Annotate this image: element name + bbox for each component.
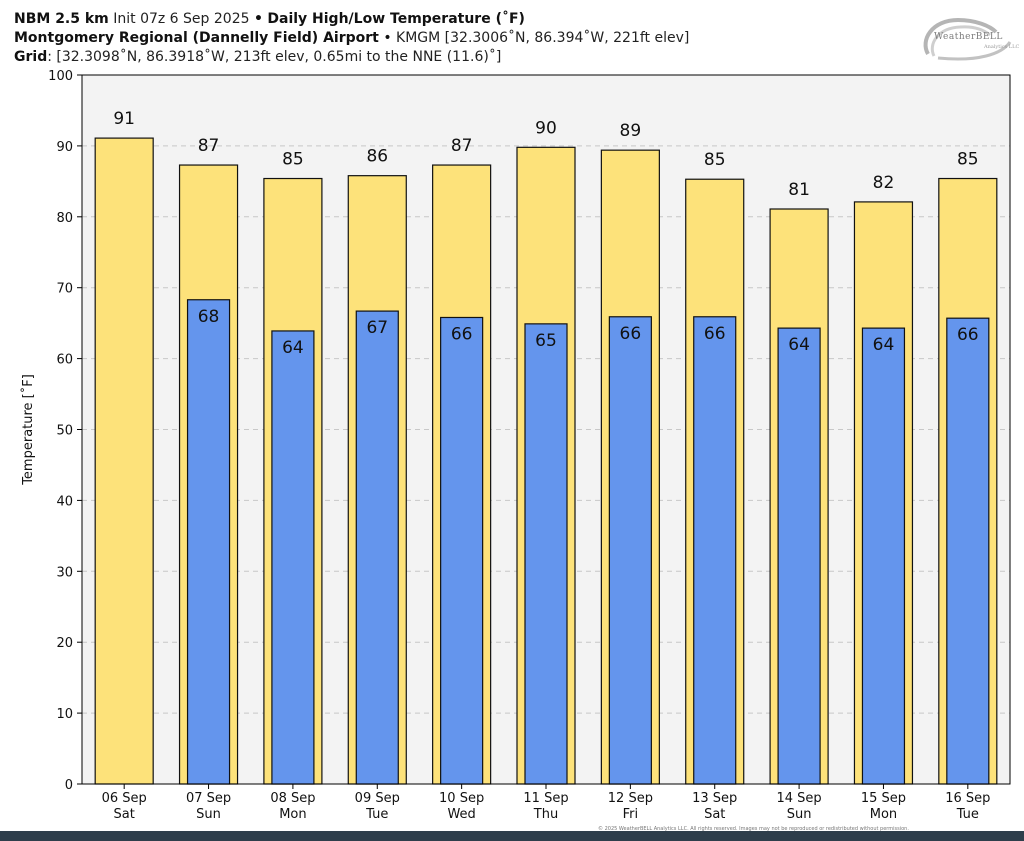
x-tick-day: Sun [787,807,812,822]
y-tick-label: 60 [56,353,73,368]
low-temp-bar [777,327,821,785]
low-temp-label: 64 [873,335,895,355]
low-temp-label: 67 [366,318,388,338]
y-tick-label: 80 [56,211,73,226]
x-tick-day: Tue [956,807,979,822]
data-labels: 91 87 68 85 64 86 67 87 66 90 65 89 66 85 66 81 64 82 64 85… [113,109,978,358]
logo-subtext: Analytics LLC [984,44,1020,50]
station-info: KMGM [32.3006˚N, 86.394˚W, 221ft elev] [396,30,690,46]
high-temp-bar [94,137,154,785]
low-temp-bar [693,316,737,785]
y-tick-label: 30 [56,565,73,580]
high-temp-label: 85 [282,150,304,170]
x-tick-day: Mon [279,807,306,822]
grid-label: Grid [14,49,48,65]
low-temp-bar [946,317,990,785]
low-temp-bar [861,327,906,785]
y-tick-label: 0 [65,778,73,793]
plot-frame [81,74,1011,785]
x-tick-date: 13 Sep [692,791,737,806]
x-tick-date: 06 Sep [102,791,147,806]
init-time: Init 07z 6 Sep 2025 [113,11,250,27]
low-temp-label: 66 [620,324,642,344]
model-name: NBM 2.5 km [14,11,109,27]
station-line: Montgomery Regional (Dannelly Field) Air… [14,29,689,48]
y-tick-label: 40 [56,494,73,509]
low-temp-bar [524,323,568,785]
x-tick-date: 15 Sep [861,791,906,806]
x-tick-date: 12 Sep [608,791,653,806]
low-temp-bar [440,316,484,785]
low-temp-label: 66 [451,324,473,344]
x-tick-day: Sat [114,807,135,822]
x-tick-day: Wed [447,807,475,822]
high-temp-label: 81 [788,180,810,200]
x-tick-date: 10 Sep [439,791,484,806]
x-tick-date: 14 Sep [776,791,821,806]
low-temp-bar [608,316,652,785]
weatherbell-logo [923,17,1012,61]
low-temp-label: 65 [535,331,557,351]
low-temp-label: 68 [198,307,220,327]
chart-header: NBM 2.5 km Init 07z 6 Sep 2025 • Daily H… [14,10,689,67]
grid-line: Grid: [32.3098˚N, 86.3918˚W, 213ft elev,… [14,48,689,67]
low-temp-bar [355,310,399,785]
station-name: Montgomery Regional (Dannelly Field) Air… [14,30,379,46]
copyright-notice: © 2025 WeatherBELL Analytics LLC. All ri… [598,826,909,832]
x-tick-day: Tue [365,807,388,822]
high-temp-label: 86 [366,147,388,167]
y-axis-label: Temperature [˚F] [20,374,36,486]
grid-info: : [32.3098˚N, 86.3918˚W, 213ft elev, 0.6… [47,49,502,65]
y-tick-label: 10 [56,707,73,722]
low-temp-label: 64 [282,338,304,358]
high-temp-label: 89 [620,121,642,141]
x-tick-day: Sun [196,807,221,822]
low-temp-bar [186,299,231,785]
logo-text: WeatherBELL [934,32,1003,42]
high-temp-label: 82 [873,173,895,193]
high-temp-label: 90 [535,118,557,138]
low-temp-label: 66 [704,324,726,344]
y-tick-label: 20 [56,636,73,651]
station-separator: • [383,30,392,46]
x-tick-day: Sat [704,807,725,822]
x-tick-date: 09 Sep [355,791,400,806]
y-tick-label: 100 [48,69,73,84]
x-tick-day: Thu [533,807,558,822]
high-temp-label: 91 [113,109,135,129]
high-temp-label: 87 [198,136,220,156]
high-temp-label: 85 [704,150,726,170]
low-temp-label: 64 [788,335,810,355]
bottom-bar [0,831,1024,841]
x-tick-day: Fri [623,807,639,822]
high-temp-label: 87 [451,136,473,156]
product-title: Daily High/Low Temperature (˚F) [267,11,525,27]
title-line: NBM 2.5 km Init 07z 6 Sep 2025 • Daily H… [14,10,689,29]
x-tick-date: 08 Sep [270,791,315,806]
x-tick-date: 07 Sep [186,791,231,806]
bars [94,137,998,785]
title-separator: • [253,11,263,27]
y-tick-label: 50 [56,424,73,439]
x-tick-day: Mon [870,807,897,822]
x-tick-date: 16 Sep [945,791,990,806]
y-tick-label: 90 [56,140,73,155]
x-tick-date: 11 Sep [523,791,568,806]
low-temp-label: 66 [957,325,979,345]
low-temp-bar [271,330,315,785]
high-temp-label: 85 [957,150,979,170]
y-tick-label: 70 [56,282,73,297]
